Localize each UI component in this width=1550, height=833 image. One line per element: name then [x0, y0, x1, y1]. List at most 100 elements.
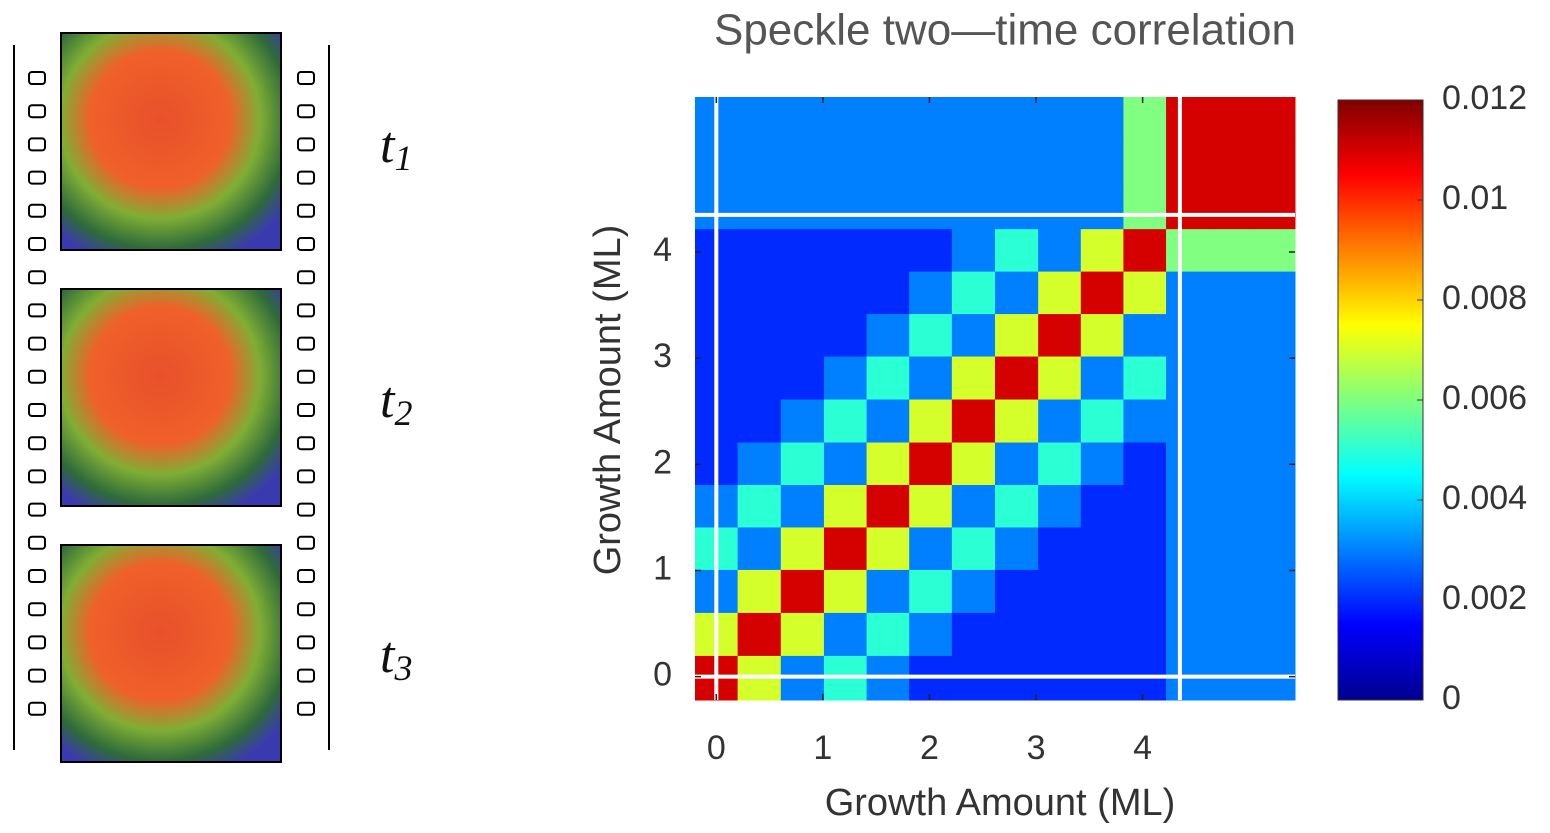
heatmap-cell — [737, 97, 782, 144]
heatmap-cell — [823, 442, 868, 485]
heatmap-cell — [1209, 484, 1253, 528]
heatmap-cell — [1123, 142, 1167, 187]
heatmap-cell — [951, 228, 996, 272]
heatmap-cell — [1252, 356, 1296, 400]
heatmap-cell — [780, 271, 825, 315]
heatmap-cell — [1209, 228, 1253, 272]
heatmap-cell — [1166, 271, 1210, 315]
heatmap-cell — [1038, 399, 1082, 443]
sprocket-hole — [28, 635, 46, 650]
heatmap-cell — [1080, 612, 1124, 656]
sprocket-hole — [28, 270, 46, 285]
heatmap-cell — [1209, 612, 1253, 656]
frame-symbol: t — [380, 627, 396, 684]
heatmap-cell — [1209, 442, 1253, 485]
heatmap-cell — [1209, 142, 1253, 187]
sprocket-hole — [297, 635, 315, 650]
heatmap-cell — [1080, 271, 1124, 315]
x-tick-label: 4 — [1133, 729, 1152, 767]
sprocket-hole — [297, 403, 315, 417]
heatmap-cell — [1123, 612, 1167, 656]
colorbar-tick-label: 0.008 — [1442, 279, 1527, 317]
heatmap-cell — [823, 526, 868, 570]
heatmap-cell — [823, 569, 868, 613]
sprocket-hole — [28, 104, 46, 119]
heatmap-cell — [909, 526, 953, 570]
heatmap-cell — [995, 313, 1039, 357]
heatmap-cell — [737, 313, 782, 357]
heatmap-cell — [1080, 442, 1124, 485]
heatmap-cell — [1080, 185, 1124, 230]
heatmap-cell — [909, 228, 953, 272]
heatmap-cell — [951, 97, 996, 144]
film-frame — [60, 288, 282, 507]
heatmap-cell — [995, 484, 1039, 528]
heatmap-cell — [1080, 484, 1124, 528]
heatmap-cell — [1080, 228, 1124, 272]
y-tick-label: 2 — [653, 443, 672, 481]
heatmap-cell — [866, 442, 910, 485]
heatmap-cell — [995, 97, 1039, 144]
heatmap-cell — [866, 185, 910, 230]
heatmap-cell — [1252, 313, 1296, 357]
sprocket-hole — [28, 436, 46, 451]
x-tick-label: 1 — [813, 729, 832, 767]
sprocket-hole — [297, 237, 315, 251]
sprocket-hole — [297, 203, 315, 218]
heatmap-cell — [995, 569, 1039, 613]
heatmap-cell — [951, 356, 996, 400]
heatmap-cell — [737, 569, 782, 613]
heatmap-cell — [1080, 97, 1124, 144]
heatmap-cell — [909, 313, 953, 357]
heatmap-cell — [1166, 97, 1210, 144]
heatmap-cell — [1038, 484, 1082, 528]
heatmap-cell — [951, 185, 996, 230]
heatmap-cell — [780, 612, 825, 656]
sprocket-hole — [28, 203, 46, 218]
sprocket-hole — [297, 502, 315, 517]
heatmap-cell — [951, 399, 996, 443]
x-axis-label: Growth Amount (ML) — [825, 782, 1176, 824]
heatmap-cell — [1252, 442, 1296, 485]
heatmap-cell — [951, 313, 996, 357]
heatmap-cell — [951, 612, 996, 656]
y-tick-label: 0 — [653, 656, 672, 694]
sprocket-hole — [297, 270, 315, 285]
heatmap-cell — [1038, 313, 1082, 357]
heatmap-cell — [1166, 526, 1210, 570]
chart-title: Speckle two—time correlation — [714, 6, 1296, 55]
heatmap-cell — [1123, 569, 1167, 613]
sprocket-hole — [297, 569, 315, 583]
sprocket-hole — [28, 535, 46, 550]
heatmap-cell — [1252, 399, 1296, 443]
sprocket-hole — [28, 668, 46, 683]
heatmap-cell — [995, 228, 1039, 272]
heatmap-cell — [823, 612, 868, 656]
heatmap-cell — [780, 185, 825, 230]
heatmap-cell — [1038, 356, 1082, 400]
heatmap-cell — [866, 97, 910, 144]
x-tick-label: 2 — [920, 729, 939, 767]
frame-subscript: 1 — [394, 138, 412, 178]
heatmap-cell — [823, 97, 868, 144]
heatmap-cell — [866, 526, 910, 570]
heatmap-cell — [1166, 185, 1210, 230]
heatmap-cell — [737, 185, 782, 230]
heatmap — [695, 97, 1296, 701]
heatmap-cell — [866, 228, 910, 272]
heatmap-cell — [909, 484, 953, 528]
sprocket-hole — [28, 71, 46, 85]
sprocket-hole — [297, 701, 315, 716]
heatmap-cell — [866, 569, 910, 613]
heatmap-cell — [823, 185, 868, 230]
heatmap-cell — [1166, 228, 1210, 272]
heatmap-cell — [1123, 484, 1167, 528]
heatmap-cell — [1166, 569, 1210, 613]
heatmap-cell — [1166, 442, 1210, 485]
heatmap-cell — [737, 442, 782, 485]
frame-symbol: t — [380, 117, 396, 174]
heatmap-cell — [1038, 271, 1082, 315]
sprocket-hole — [28, 569, 46, 583]
heatmap-cell — [1209, 185, 1253, 230]
